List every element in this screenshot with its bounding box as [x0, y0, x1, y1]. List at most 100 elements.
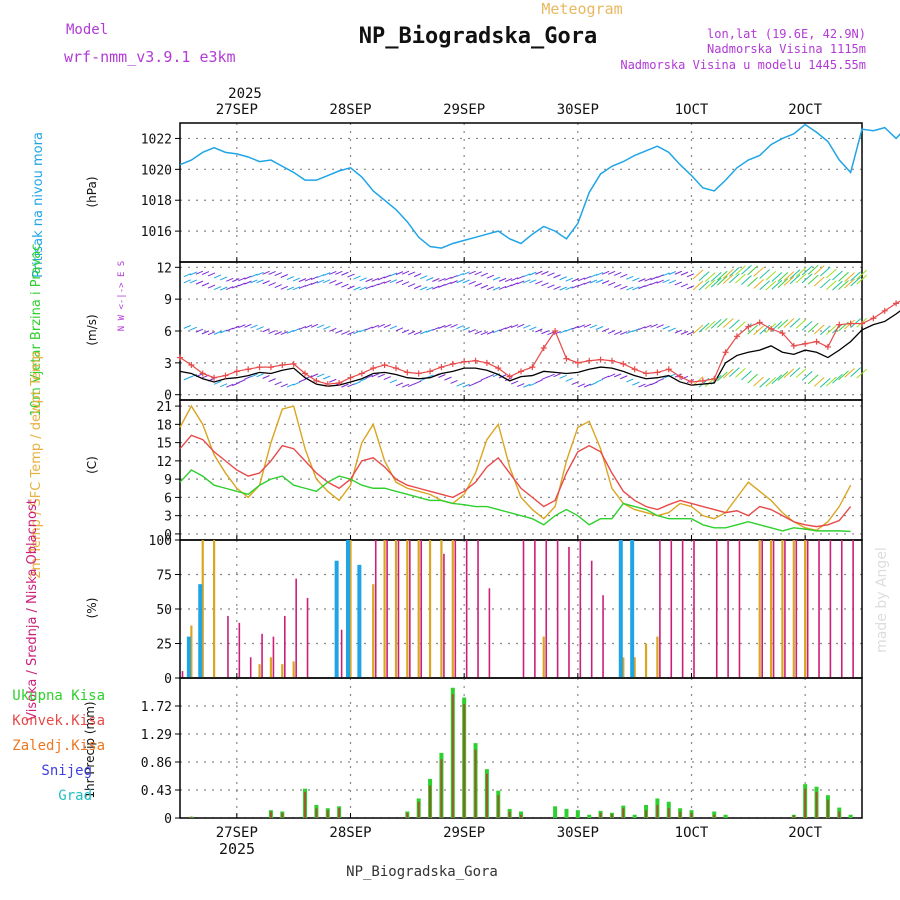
wind-barb — [420, 275, 428, 280]
cloud-bar-mid — [190, 625, 193, 678]
wind-barb — [468, 382, 476, 387]
wind-barb — [795, 267, 807, 277]
precip-convective-bar — [804, 788, 807, 818]
wind-barb — [541, 271, 549, 275]
wind-gust-marker — [722, 349, 729, 356]
wind-barb — [498, 327, 507, 332]
cloud-bar-mid — [758, 540, 761, 678]
panel-4: 0 0.43 0.86 1.29 1.72 — [141, 677, 863, 827]
wind-barb — [407, 383, 416, 388]
cloud-bar-low — [522, 540, 525, 678]
wind-barb — [256, 271, 264, 276]
cloud-bar-high — [186, 636, 191, 678]
y-tick-label: 12 — [156, 455, 172, 470]
wind-barb — [286, 383, 295, 388]
wind-barb — [353, 286, 361, 291]
wind-barb — [735, 367, 746, 378]
cloud-bar-low — [397, 540, 400, 678]
wind-barb — [438, 374, 446, 378]
cloud-bar-mid — [394, 540, 398, 678]
wind-barb — [686, 285, 695, 290]
wind-barb — [456, 279, 464, 284]
wind-barb — [559, 329, 567, 334]
wind-gust-marker — [893, 300, 900, 307]
wind-gust-marker — [279, 361, 286, 368]
wind-barb — [704, 279, 716, 290]
cloud-bar-mid — [269, 657, 273, 678]
wind-barb — [444, 281, 452, 286]
wind-gust-marker — [427, 368, 434, 375]
wind-barb — [626, 286, 634, 291]
station-altitude: Nadmorska Visina 1115m — [707, 42, 866, 56]
wind-gust-marker — [506, 373, 513, 380]
cloud-bar-high — [357, 564, 362, 678]
model-altitude: Nadmorska Visina u modelu 1445.55m — [620, 58, 866, 72]
wind-barb — [371, 373, 379, 378]
wind-barb — [504, 325, 513, 330]
wind-gust-marker — [813, 338, 820, 345]
cloud-bar-low — [306, 597, 309, 678]
wind-barb — [547, 272, 555, 277]
wind-gust-marker — [688, 378, 695, 385]
precip-total-bar — [848, 814, 853, 818]
cloud-bar-low — [829, 540, 832, 678]
panel-frame — [179, 677, 863, 819]
wind-barb — [553, 274, 561, 279]
wind-barb — [571, 278, 579, 283]
wind-barb — [438, 325, 446, 329]
cloud-bar-mid — [201, 540, 204, 678]
wind-barb — [226, 286, 234, 291]
wind-barb — [183, 376, 191, 381]
y-tick-label: 6 — [164, 491, 172, 506]
wind-barb — [347, 285, 355, 290]
wind-barb — [626, 275, 634, 280]
legend-freezing-rain: Zaledj.Kisa — [12, 738, 105, 754]
wind-barb — [650, 381, 658, 386]
pressure-unit: (hPa) — [85, 176, 99, 207]
panel-1: 0 3 6 9 12 — [156, 261, 900, 404]
wind-barb — [638, 278, 646, 283]
cloud-bar-low — [761, 540, 763, 678]
wind-barb — [353, 330, 361, 335]
wind-barb — [529, 271, 537, 276]
wind-barb — [777, 319, 789, 330]
wind-barb — [716, 371, 728, 382]
y-tick-label: 3 — [164, 510, 172, 525]
wind-gust-marker — [790, 342, 797, 349]
wind-barb — [250, 273, 258, 278]
wind-barb — [347, 331, 355, 336]
wind-barb — [292, 286, 301, 291]
wind-barb — [426, 277, 434, 281]
wind-barb — [589, 273, 598, 278]
cloud-bar-low — [238, 622, 241, 678]
y-tick-label: 1018 — [141, 194, 172, 209]
cloud-bar-low — [852, 540, 854, 678]
wind-barb — [250, 324, 258, 329]
wind-barb — [716, 317, 728, 328]
cloud-bar-low — [284, 615, 286, 678]
wind-barb — [341, 331, 349, 335]
wind-barb — [783, 271, 795, 281]
cloud-bar-mid — [792, 540, 795, 678]
top-day-label: 27SEP — [216, 102, 258, 118]
wind-barb — [517, 323, 525, 328]
wind-barb — [716, 270, 728, 281]
wind-speed-line — [179, 310, 900, 387]
panel-2: 0 3 6 9 12 15 18 21 — [156, 399, 863, 543]
wind-barb — [292, 381, 301, 386]
wind-barb — [304, 324, 313, 329]
cloud-bar-low — [454, 540, 457, 678]
wind-barb — [583, 275, 592, 280]
wind-barb — [626, 330, 634, 334]
wind-barb — [329, 378, 337, 383]
wind-gust-marker — [188, 361, 195, 368]
wind-barb — [668, 279, 676, 284]
wind-barb — [274, 284, 282, 289]
wind-barb — [644, 277, 652, 282]
wind-barb — [341, 383, 349, 388]
panel-3: 0 25 50 75 100 — [149, 534, 863, 687]
wind-barb — [729, 266, 740, 277]
y-tick-label: 50 — [156, 603, 172, 618]
precip-total-bar — [553, 806, 558, 818]
wind-barb — [813, 265, 825, 275]
